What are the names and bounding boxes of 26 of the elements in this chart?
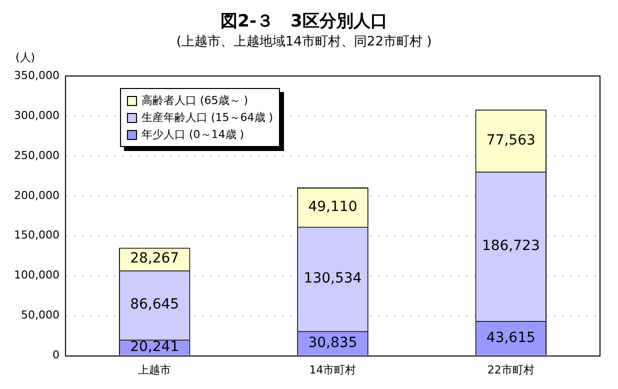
data-label: 130,534 bbox=[304, 270, 362, 287]
y-tick-label: 100,000 bbox=[14, 268, 60, 282]
x-tick-label: 22市町村 bbox=[487, 363, 534, 376]
chart-title: 図2-３ 3区分別人口 bbox=[220, 12, 388, 32]
chart-subtitle: (上越市、上越地域14市町村、同22市町村 ) bbox=[176, 34, 432, 50]
data-label: 30,835 bbox=[308, 334, 358, 351]
data-label: 28,267 bbox=[130, 250, 180, 267]
y-tick-label: 350,000 bbox=[14, 68, 60, 82]
y-tick-label: 250,000 bbox=[14, 148, 60, 162]
y-axis-title: (人) bbox=[15, 50, 36, 65]
data-label: 43,615 bbox=[486, 330, 536, 346]
data-label: 20,241 bbox=[130, 339, 180, 356]
y-tick-label: 200,000 bbox=[14, 188, 60, 202]
y-tick-label: 150,000 bbox=[14, 228, 60, 242]
legend-label: 生産年齢人口 (15～64歳 ) bbox=[141, 110, 274, 126]
data-label: 86,645 bbox=[130, 296, 180, 313]
legend-label: 高齢者人口 (65歳～ ) bbox=[141, 93, 248, 109]
data-label: 186,723 bbox=[482, 238, 540, 254]
legend-label: 年少人口 (0～14歳 ) bbox=[141, 127, 244, 143]
y-tick-label: 300,000 bbox=[14, 108, 60, 122]
x-tick-label: 14市町村 bbox=[309, 363, 356, 376]
x-tick-label: 上越市 bbox=[138, 363, 172, 376]
y-tick-label: 0 bbox=[52, 348, 60, 362]
y-tick-label: 50,000 bbox=[20, 308, 60, 322]
data-label: 77,563 bbox=[486, 132, 536, 148]
data-label: 49,110 bbox=[308, 198, 358, 215]
